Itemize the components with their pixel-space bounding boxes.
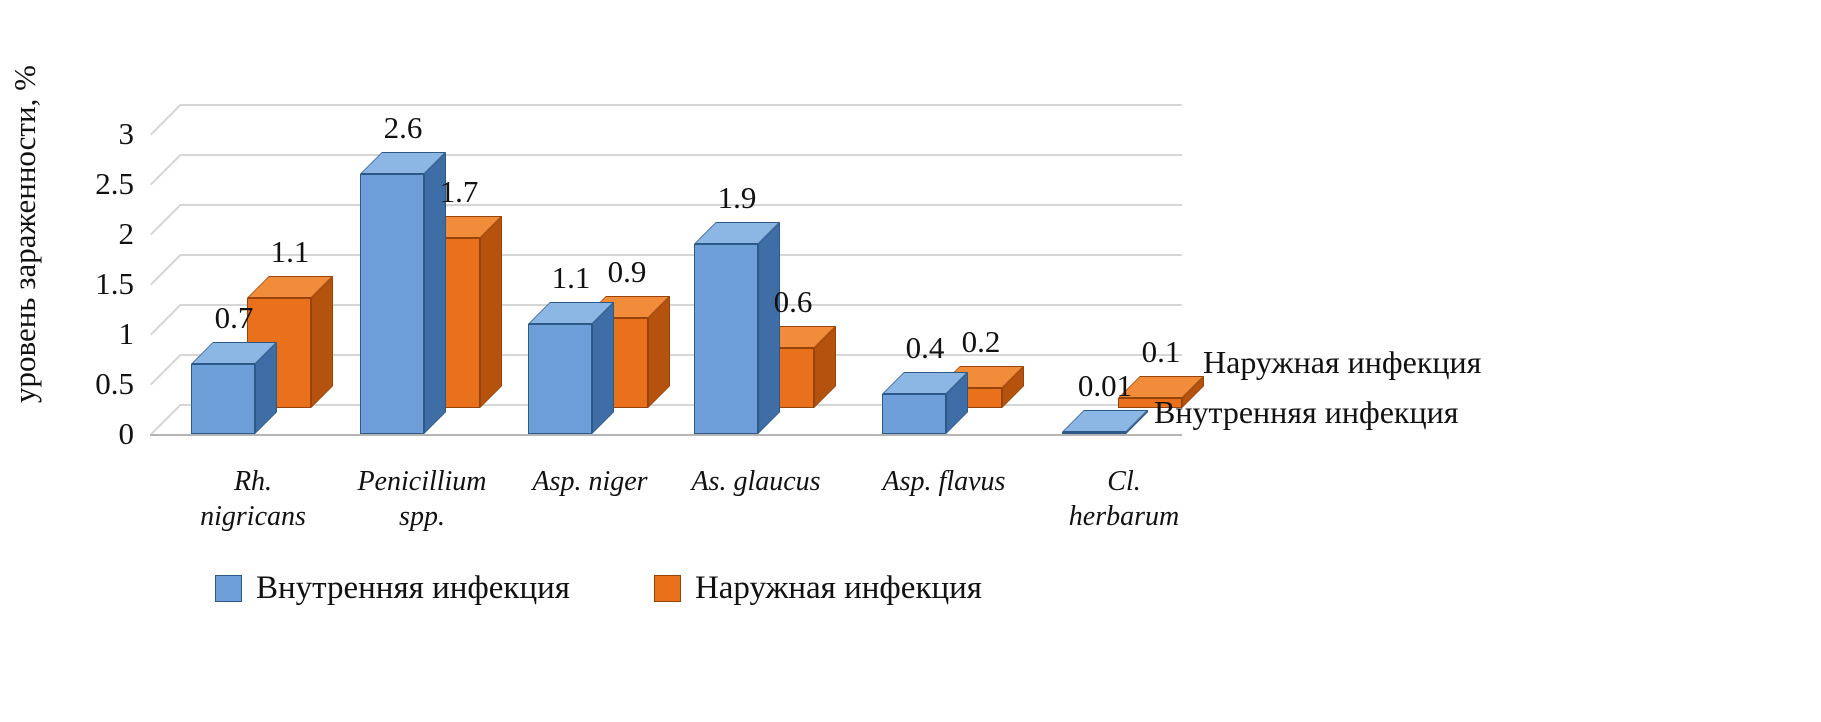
bar-front-face xyxy=(1062,432,1126,434)
bar-front-face xyxy=(360,174,424,434)
bar-front-face xyxy=(882,394,946,434)
gridline xyxy=(180,254,1182,256)
axis-depth-tick xyxy=(150,354,182,386)
data-label: 0.4 xyxy=(905,330,945,365)
bar-front-face xyxy=(191,364,255,434)
gridline xyxy=(180,404,1182,406)
series-callout-label: Наружная инфекция xyxy=(1203,344,1482,380)
category-label: Asp. flavus xyxy=(882,466,1006,497)
y-tick-label: 0.5 xyxy=(95,366,134,401)
y-tick-label: 1.5 xyxy=(95,266,134,301)
axis-depth-tick xyxy=(150,154,182,186)
bar-front-face xyxy=(1118,398,1182,408)
series-callout-label: Внутренняя инфекция xyxy=(1154,394,1459,430)
category-label: Asp. niger xyxy=(532,466,648,497)
legend-item: Наружная инфекция xyxy=(653,570,982,607)
bar-front-face xyxy=(694,244,758,434)
data-label: 1.1 xyxy=(551,260,591,295)
category-label: Penicillium spp. xyxy=(357,466,487,532)
data-label: 2.6 xyxy=(383,110,423,145)
axis-depth-tick xyxy=(150,204,182,236)
data-label: 0.6 xyxy=(773,284,813,319)
category-label: Rh. nigricans xyxy=(200,466,306,532)
y-tick-label: 1 xyxy=(118,316,135,351)
x-axis-line xyxy=(150,434,1182,436)
data-label: 1.9 xyxy=(717,180,757,215)
axis-depth-tick xyxy=(150,404,182,436)
legend-swatch xyxy=(653,575,681,602)
data-label: 1.7 xyxy=(439,174,479,209)
data-label: 0.7 xyxy=(214,300,254,335)
legend-label: Внутренняя инфекция xyxy=(256,570,570,606)
axis-depth-tick xyxy=(150,254,182,286)
data-label: 0.1 xyxy=(1141,334,1181,369)
y-tick-label: 3 xyxy=(118,116,135,151)
gridline xyxy=(180,104,1182,106)
bar-side-face xyxy=(758,222,780,434)
gridline xyxy=(180,204,1182,206)
category-label: Cl. herbarum xyxy=(1068,466,1180,532)
y-tick-label: 2.5 xyxy=(95,166,134,201)
category-label: As. glaucus xyxy=(691,466,821,497)
bar-side-face xyxy=(592,302,614,434)
bar-side-face xyxy=(480,216,502,408)
data-label: 0.01 xyxy=(1077,368,1133,403)
data-label: 0.9 xyxy=(607,254,647,289)
bar-side-face xyxy=(311,276,333,408)
bar-top-face xyxy=(1062,410,1148,432)
y-tick-label: 0 xyxy=(118,416,135,451)
legend: Внутренняя инфекция Наружная инфекция xyxy=(215,570,982,607)
legend-item: Внутренняя инфекция xyxy=(215,570,570,607)
legend-label: Наружная инфекция xyxy=(694,570,982,606)
y-tick-label: 2 xyxy=(118,216,135,251)
gridline xyxy=(180,354,1182,356)
legend-swatch xyxy=(215,575,242,602)
gridline xyxy=(180,304,1182,306)
data-label: 1.1 xyxy=(270,234,310,269)
data-label: 0.2 xyxy=(961,324,1001,359)
gridline xyxy=(180,154,1182,156)
bar-front-face xyxy=(528,324,592,434)
axis-depth-tick xyxy=(150,104,182,136)
